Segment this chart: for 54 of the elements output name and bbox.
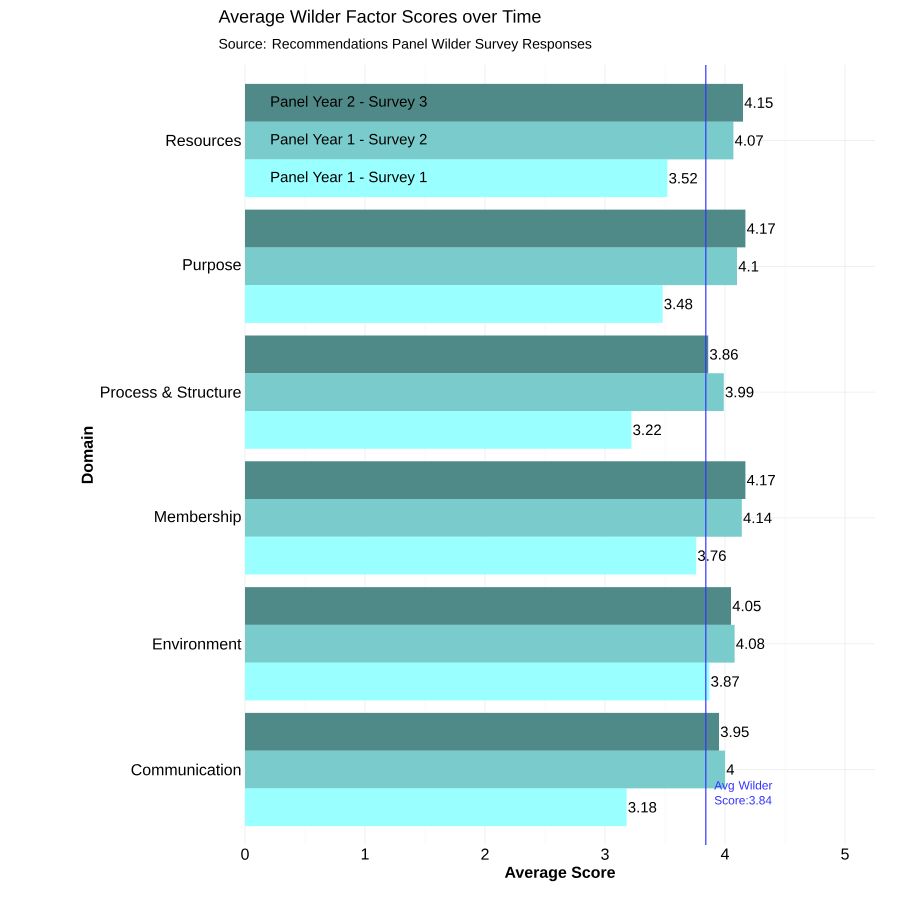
x-tick-label: 2 xyxy=(481,848,489,860)
data-label: 4.08 xyxy=(736,638,764,650)
x-tick-label: 5 xyxy=(841,848,849,860)
data-label: 3.22 xyxy=(633,424,661,436)
bar xyxy=(245,335,708,374)
bar xyxy=(245,84,744,122)
chart-subtitle: Source: Recommendations Panel Wilder Survey Responses xyxy=(219,38,592,52)
bar xyxy=(245,210,746,248)
data-label: 4.07 xyxy=(734,135,763,146)
data-label: 4.17 xyxy=(746,223,775,234)
bar xyxy=(245,373,724,411)
bar xyxy=(245,788,627,826)
bar xyxy=(245,587,732,625)
x-tick-label: 0 xyxy=(241,848,249,860)
bar xyxy=(245,499,742,537)
y-axis-title: Domain xyxy=(81,426,93,484)
bar xyxy=(245,247,738,286)
bar xyxy=(245,536,696,575)
bar xyxy=(245,624,735,663)
data-label: 4.17 xyxy=(746,475,775,486)
series-label: Panel Year 2 - Survey 3 xyxy=(271,96,427,110)
data-label: 4.1 xyxy=(738,261,758,272)
data-label: 4 xyxy=(726,764,734,775)
bar xyxy=(245,662,710,700)
data-label: 3.95 xyxy=(720,726,749,738)
x-tick-label: 3 xyxy=(601,848,609,860)
x-tick-label: 1 xyxy=(362,848,369,860)
bar xyxy=(245,410,632,449)
y-tick-label: Resources xyxy=(166,134,241,146)
data-label: 3.18 xyxy=(628,802,656,813)
bar xyxy=(245,461,746,500)
data-label: 3.52 xyxy=(669,172,697,184)
y-tick-label: Communication xyxy=(132,764,240,776)
y-tick-label: Environment xyxy=(153,638,242,650)
chart-title: Average Wilder Factor Scores over Time xyxy=(218,10,541,26)
data-label: 3.48 xyxy=(664,298,692,310)
y-tick-label: Process & Structure xyxy=(101,386,241,398)
ref-line-label: Avg Wilder Score:3.84 xyxy=(714,780,772,804)
bar xyxy=(245,712,720,751)
y-tick-label: Purpose xyxy=(183,259,241,274)
data-label: 4.05 xyxy=(732,600,761,612)
data-label: 3.99 xyxy=(726,386,754,398)
series-label: Panel Year 1 - Survey 2 xyxy=(271,134,427,148)
bar xyxy=(245,285,663,323)
data-label: 4.14 xyxy=(743,512,772,524)
bar xyxy=(245,122,734,160)
series-label: Panel Year 1 - Survey 1 xyxy=(271,171,427,186)
y-tick-label: Membership xyxy=(155,510,241,526)
x-axis-title: Average Score xyxy=(504,866,615,882)
x-tick-label: 4 xyxy=(720,848,729,860)
data-label: 3.86 xyxy=(710,349,738,360)
data-label: 3.87 xyxy=(711,676,739,687)
data-label: 4.15 xyxy=(744,98,773,108)
bar xyxy=(245,159,668,198)
